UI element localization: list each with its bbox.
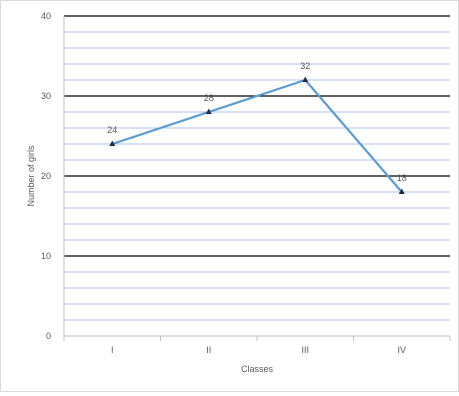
- y-tick-label: 30: [41, 91, 51, 101]
- x-tick-label: III: [301, 345, 309, 355]
- data-labels: 24 28 32 18: [107, 61, 407, 183]
- data-label: 28: [204, 93, 214, 103]
- y-axis-label: Number of girls: [26, 145, 36, 207]
- data-label: 18: [397, 173, 407, 183]
- x-tick-label: I: [111, 345, 114, 355]
- x-tick-labels: I II III IV: [111, 345, 406, 355]
- data-label: 32: [300, 61, 310, 71]
- data-point: [205, 108, 212, 114]
- x-ticks: [63, 336, 451, 341]
- x-tick-label: IV: [397, 345, 406, 355]
- data-point: [302, 76, 309, 82]
- series-group: [109, 76, 405, 194]
- y-tick-labels: 0 10 20 30 40: [41, 11, 51, 341]
- y-tick-label: 20: [41, 171, 51, 181]
- y-tick-label: 40: [41, 11, 51, 21]
- data-point: [109, 140, 116, 146]
- x-axis-label: Classes: [241, 364, 274, 374]
- data-point: [398, 188, 405, 194]
- y-tick-label: 10: [41, 251, 51, 261]
- x-tick-label: II: [206, 345, 211, 355]
- minor-gridlines: [64, 31, 450, 321]
- major-gridlines: [64, 15, 450, 257]
- series-line: [111, 78, 403, 193]
- data-label: 24: [107, 125, 117, 135]
- y-tick-label: 0: [46, 331, 51, 341]
